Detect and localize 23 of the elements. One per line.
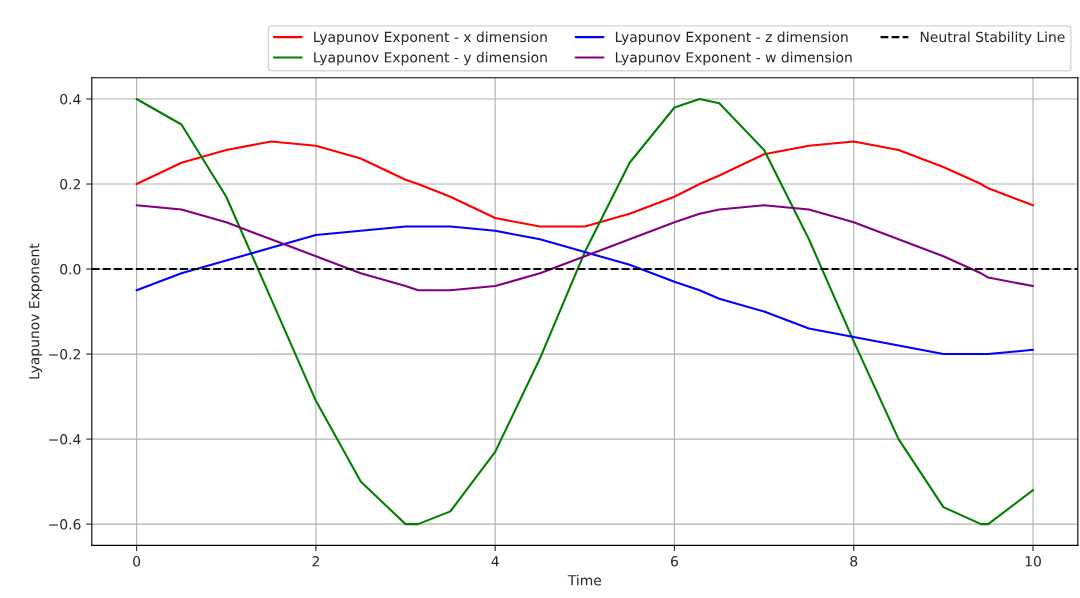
- x-tick-label: 4: [491, 556, 499, 567]
- x-tick-label: 6: [671, 556, 678, 567]
- line-series: [135, 225, 1035, 356]
- legend-label: Lyapunov Exponent - x dimension: [314, 31, 547, 45]
- legend-label: Lyapunov Exponent - z dimension: [615, 31, 848, 45]
- x-tick-label: 10: [1025, 556, 1041, 567]
- y-tick-label: 0.0: [60, 264, 81, 275]
- legend-label: Lyapunov Exponent - y dimension: [314, 51, 547, 66]
- line-series: [135, 140, 1035, 228]
- y-axis-title: Lyapunov Exponent: [29, 243, 43, 379]
- y-tick-label: −0.4: [49, 434, 81, 445]
- y-tick-label: 0.2: [60, 178, 80, 190]
- x-axis-title: Time: [567, 574, 602, 586]
- x-tick-label: 0: [133, 556, 141, 567]
- legend-label: Lyapunov Exponent - w dimension: [615, 51, 852, 66]
- line-series: [135, 97, 1035, 526]
- y-tick-label: 0.4: [60, 93, 81, 105]
- y-tick-label: −0.6: [49, 519, 81, 530]
- x-tick-label: 8: [850, 556, 858, 567]
- legend-label: Neutral Stability Line: [920, 31, 1065, 45]
- line-series: [135, 204, 1035, 292]
- y-tick-label: −0.2: [49, 349, 80, 360]
- x-tick-label: 2: [312, 556, 319, 567]
